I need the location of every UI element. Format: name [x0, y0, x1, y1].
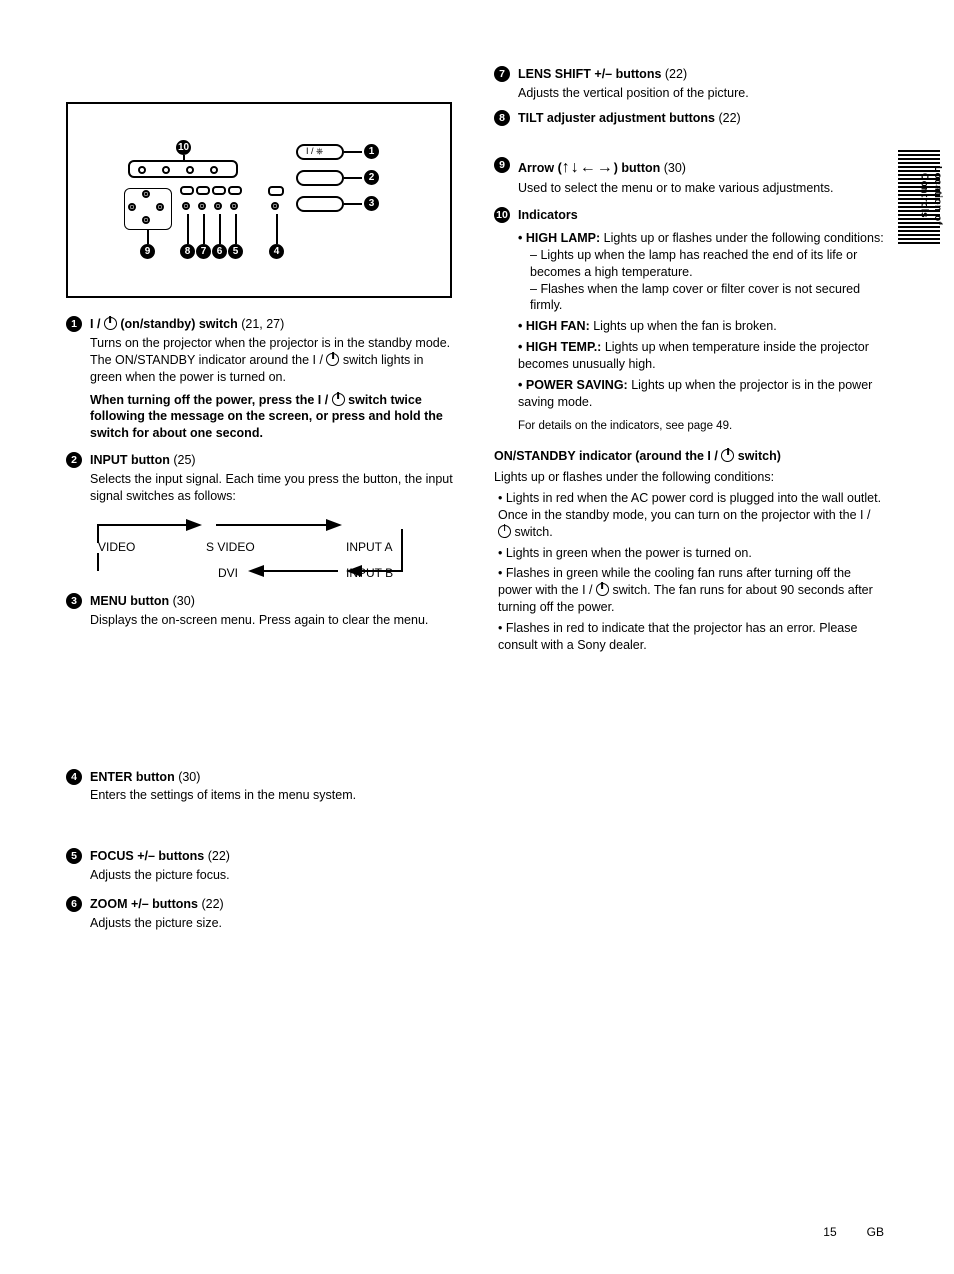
onstandby-b4: • Flashes in red to indicate that the pr…: [498, 620, 884, 654]
diagram-callout-5: 5: [228, 244, 243, 259]
page: Location of Controls 10 I / ⎈ 1 2 3: [0, 0, 954, 1274]
item-badge-10: 10: [494, 207, 510, 223]
item-3-title: MENU button (30): [90, 593, 456, 610]
onstandby-heading: ON/STANDBY indicator (around the I / swi…: [494, 448, 884, 465]
list-item-7: 7 LENS SHIFT +/– buttons (22) Adjusts th…: [494, 66, 884, 102]
item-5-para: Adjusts the picture focus.: [90, 867, 456, 884]
indicator-note: For details on the indicators, see page …: [518, 419, 884, 435]
list-item-9: 9 Arrow (↑↓←→) button (30) Used to selec…: [494, 157, 884, 197]
list-item-1: 1 I / (on/standby) switch (21, 27) Turns…: [66, 316, 456, 442]
diagram-callout-10: 10: [176, 140, 191, 155]
indicator-hightemp: • HIGH TEMP.: Lights up when temperature…: [518, 339, 884, 373]
item-1-title: I / (on/standby) switch (21, 27): [90, 316, 456, 333]
power-icon: [721, 449, 734, 462]
diagram-callout-3: 3: [364, 196, 379, 211]
indicator-highlamp-b2: – Flashes when the lamp cover or filter …: [530, 281, 884, 315]
arrows-icon: ↑↓←→: [562, 159, 614, 176]
list-item-4: 4 ENTER button (30) Enters the settings …: [66, 769, 456, 805]
onstandby-b2: • Lights in green when the power is turn…: [498, 545, 884, 562]
onstandby-text: Lights up or flashes under the following…: [494, 469, 884, 486]
item-1-para-2: When turning off the power, press the I …: [90, 392, 456, 443]
input-cycle-diagram: VIDEO S VIDEO INPUT A DVI INPUT B: [88, 513, 418, 583]
item-badge-4: 4: [66, 769, 82, 785]
item-9-title: Arrow (↑↓←→) button (30): [518, 157, 884, 179]
indicator-powersaving: • POWER SAVING: Lights up when the proje…: [518, 377, 884, 411]
list-item-8: 8 TILT adjuster adjustment buttons (22): [494, 110, 884, 127]
list-item-2: 2 INPUT button (25) Selects the input si…: [66, 452, 456, 505]
item-6-title: ZOOM +/– buttons (22): [90, 896, 456, 913]
indicators-block: • HIGH LAMP: Lights up or flashes under …: [518, 230, 884, 411]
indicator-highfan: • HIGH FAN: Lights up when the fan is br…: [518, 318, 884, 335]
item-8-title: TILT adjuster adjustment buttons (22): [518, 110, 884, 127]
power-icon: [332, 393, 345, 406]
power-icon: [326, 353, 339, 366]
item-5-title: FOCUS +/– buttons (22): [90, 848, 456, 865]
power-icon: [498, 525, 511, 538]
section-marker-label: Location of Controls: [930, 148, 944, 244]
diagram-callout-7: 7: [196, 244, 211, 259]
list-item-5: 5 FOCUS +/– buttons (22) Adjusts the pic…: [66, 848, 456, 884]
diagram-callout-2: 2: [364, 170, 379, 185]
item-3-para: Displays the on-screen menu. Press again…: [90, 612, 456, 629]
indicator-highlamp: • HIGH LAMP: Lights up or flashes under …: [518, 230, 884, 247]
item-10-title: Indicators: [518, 207, 884, 224]
diagram-callout-6: 6: [212, 244, 227, 259]
list-item-10: 10 Indicators: [494, 207, 884, 224]
item-badge-9: 9: [494, 157, 510, 173]
item-badge-7: 7: [494, 66, 510, 82]
onstandby-b3: • Flashes in green while the cooling fan…: [498, 565, 884, 616]
item-badge-2: 2: [66, 452, 82, 468]
item-1-para-1: Turns on the projector when the projecto…: [90, 335, 456, 386]
item-badge-6: 6: [66, 896, 82, 912]
diagram-callout-1: 1: [364, 144, 379, 159]
list-item-3: 3 MENU button (30) Displays the on-scree…: [66, 593, 456, 629]
item-badge-3: 3: [66, 593, 82, 609]
power-oval-label: I / ⎈: [306, 145, 323, 157]
diagram-callout-9: 9: [140, 244, 155, 259]
list-item-6: 6 ZOOM +/– buttons (22) Adjusts the pict…: [66, 896, 456, 932]
item-7-para: Adjusts the vertical position of the pic…: [518, 85, 884, 102]
item-2-para: Selects the input signal. Each time you …: [90, 471, 456, 505]
indicator-highlamp-b1: – Lights up when the lamp has reached th…: [530, 247, 884, 281]
power-icon: [104, 317, 117, 330]
item-9-para: Used to select the menu or to make vario…: [518, 180, 884, 197]
item-badge-1: 1: [66, 316, 82, 332]
item-badge-8: 8: [494, 110, 510, 126]
right-column: 7 LENS SHIFT +/– buttons (22) Adjusts th…: [494, 66, 884, 654]
page-number: 15: [823, 1224, 836, 1240]
page-footer: 15 GB: [0, 1224, 954, 1240]
diagram-callout-8: 8: [180, 244, 195, 259]
item-6-para: Adjusts the picture size.: [90, 915, 456, 932]
left-column: 10 I / ⎈ 1 2 3 4: [66, 66, 456, 938]
onstandby-bullets: • Lights in red when the AC power cord i…: [498, 490, 884, 654]
item-badge-5: 5: [66, 848, 82, 864]
item-4-para: Enters the settings of items in the menu…: [90, 787, 456, 804]
item-2-title: INPUT button (25): [90, 452, 456, 469]
onstandby-b1: • Lights in red when the AC power cord i…: [498, 490, 884, 541]
item-4-title: ENTER button (30): [90, 769, 456, 786]
item-7-title: LENS SHIFT +/– buttons (22): [518, 66, 884, 83]
diagram-callout-4: 4: [269, 244, 284, 259]
page-code: GB: [867, 1224, 884, 1240]
power-icon: [596, 583, 609, 596]
control-panel-diagram: 10 I / ⎈ 1 2 3 4: [66, 102, 452, 298]
